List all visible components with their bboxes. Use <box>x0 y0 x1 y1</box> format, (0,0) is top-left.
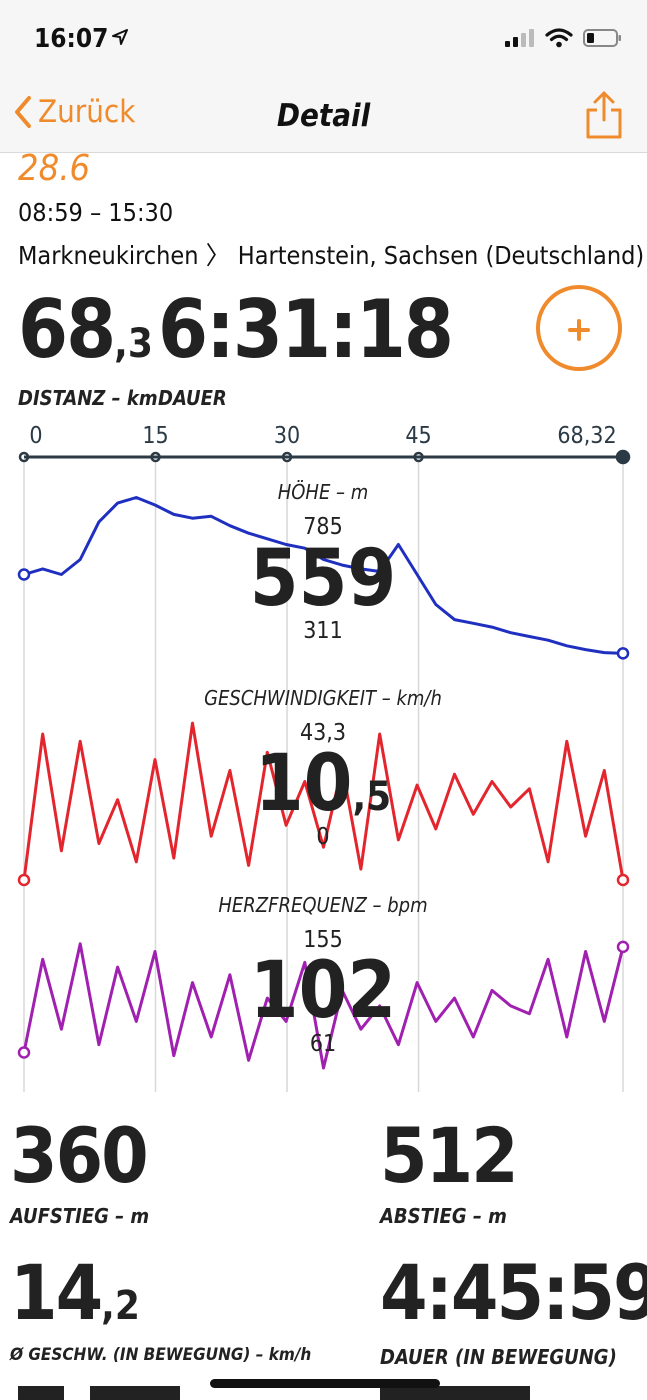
series-endpoint <box>17 568 31 581</box>
heart-current: 102 <box>250 946 396 1036</box>
cellular-signal-icon <box>505 29 534 47</box>
speed-chart-title: GESCHWINDIGKEIT – km/h <box>204 686 442 710</box>
ascent-stat: 360 AUFSTIEG – m <box>10 1111 150 1229</box>
axis-tick-label: 68,32 <box>557 423 616 449</box>
back-label: Zurück <box>38 94 136 130</box>
avg-speed-label: Ø GESCHW. (IN BEWEGUNG) – km/h <box>10 1345 312 1365</box>
status-time: 16:07 <box>34 24 109 54</box>
elevation-chart-title: HÖHE – m <box>278 480 369 504</box>
charts-panel[interactable]: 0 15 30 45 68,32 HÖHE – m 785 559 311 GESCHW… <box>0 0 647 1100</box>
moving-duration-stat: 4:45:59 DAUER (IN BEWEGUNG) <box>380 1248 647 1370</box>
moving-duration-label: DAUER (IN BEWEGUNG) <box>380 1345 617 1369</box>
wifi-icon <box>545 28 573 48</box>
avg-speed-stat: 14,2 Ø GESCHW. (IN BEWEGUNG) – km/h <box>10 1248 312 1366</box>
speed-current: 10,5 <box>255 739 391 829</box>
speed-min: 0 <box>316 824 329 850</box>
series-endpoint <box>616 647 630 660</box>
navigation-bar: Zurück Detail <box>0 80 647 153</box>
axis-tick-label: 15 <box>142 423 168 449</box>
moving-duration-value: 4:45:59 <box>380 1248 647 1337</box>
series-endpoint <box>17 873 31 887</box>
series-endpoint <box>17 1046 31 1059</box>
battery-icon <box>583 29 621 47</box>
avg-speed-value: 14,2 <box>10 1248 140 1337</box>
location-arrow-icon <box>112 29 128 45</box>
series-endpoint <box>616 940 630 954</box>
distance-label: DISTANZ – km <box>18 386 158 410</box>
elevation-min: 311 <box>303 618 343 644</box>
elevation-line <box>23 496 624 655</box>
heart-chart-title: HERZFREQUENZ – bpm <box>218 893 427 917</box>
status-bar: 16:07 <box>0 0 647 80</box>
partial-value: 28.6 <box>18 148 91 189</box>
status-icons <box>505 28 623 48</box>
distance-stat: 68,3 DISTANZ – km <box>18 283 158 411</box>
next-row-fragment <box>90 1386 180 1400</box>
heart-min: 61 <box>310 1031 336 1057</box>
axis-tick-label: 0 <box>29 423 42 449</box>
duration-label: DAUER <box>158 386 227 410</box>
speed-line <box>22 721 625 881</box>
back-button[interactable]: Zurück <box>14 94 135 130</box>
descent-value: 512 <box>380 1111 519 1200</box>
share-icon[interactable] <box>585 90 623 140</box>
ascent-label: AUFSTIEG – m <box>10 1204 150 1228</box>
axis-tick-label: 45 <box>405 423 431 449</box>
duration-value: 6:31:18 <box>158 283 454 376</box>
elevation-max: 785 <box>303 514 343 540</box>
duration-stat: 6:31:18 DAUER <box>158 283 454 411</box>
descent-stat: 512 ABSTIEG – m <box>380 1111 519 1229</box>
next-row-fragment <box>380 1386 530 1400</box>
add-button[interactable] <box>536 285 622 371</box>
time-range: 08:59 – 15:30 <box>18 198 174 227</box>
speed-max: 43,3 <box>300 720 346 746</box>
series-endpoint <box>616 873 630 887</box>
next-row-fragment <box>18 1386 64 1400</box>
heart-rate-line <box>22 942 625 1070</box>
axis-tick-label: 30 <box>274 423 300 449</box>
home-indicator[interactable] <box>210 1379 440 1388</box>
route-label: Markneukirchen 〉 Hartenstein, Sachsen (D… <box>18 241 645 270</box>
ascent-value: 360 <box>10 1111 149 1200</box>
heart-max: 155 <box>303 927 343 953</box>
elevation-current: 559 <box>250 534 396 624</box>
chevron-left-icon <box>15 96 31 128</box>
page-title: Detail <box>276 98 371 134</box>
descent-label: ABSTIEG – m <box>380 1204 507 1228</box>
distance-value: 68,3 <box>18 283 153 376</box>
